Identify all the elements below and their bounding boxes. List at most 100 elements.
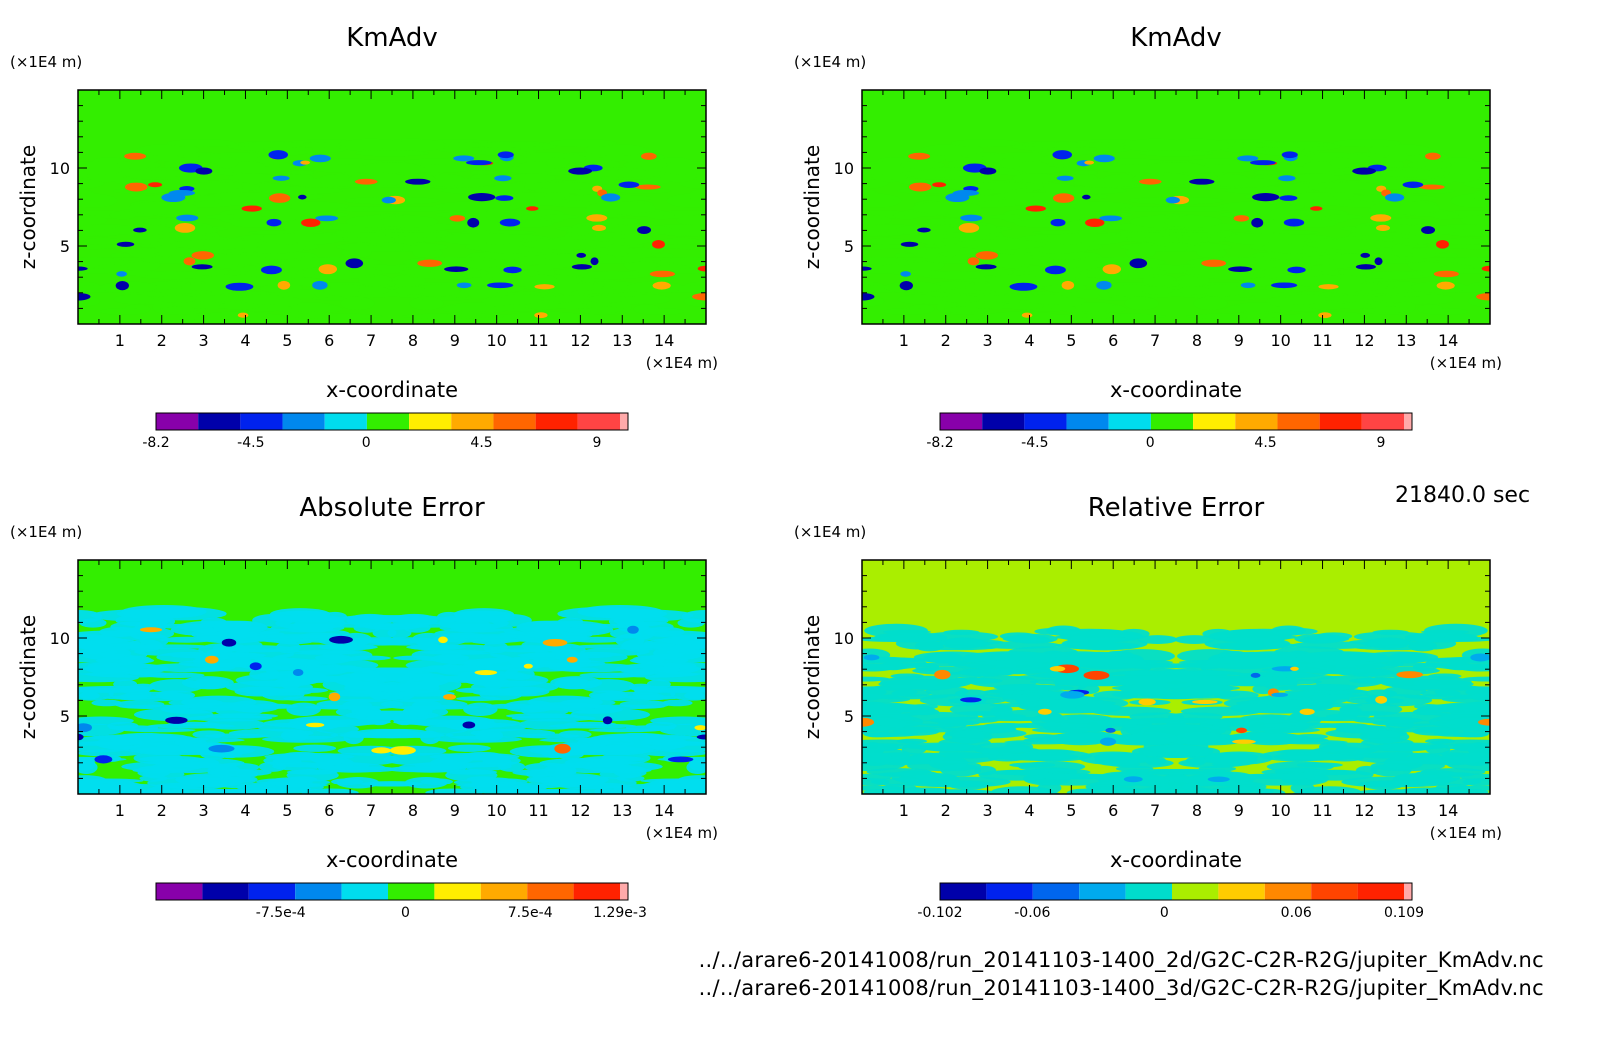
contour-field xyxy=(78,605,706,794)
time-label: 21840.0 sec xyxy=(1395,483,1531,508)
x-tick-label: 4 xyxy=(240,801,250,820)
colorbar-swatch xyxy=(493,413,536,430)
file-path-2d: ../../arare6-20141008/run_20141103-1400_… xyxy=(698,948,1544,972)
x-tick-label: 8 xyxy=(408,801,418,820)
colorbar-swatch xyxy=(282,413,325,430)
y-tick-label: 5 xyxy=(844,707,854,726)
colorbar-swatch xyxy=(527,883,574,900)
x-tick-label: 1 xyxy=(899,801,909,820)
colorbar-tick-label: 0 xyxy=(362,435,371,451)
x-tick-label: 5 xyxy=(1066,801,1076,820)
y-tick-label: 10 xyxy=(834,159,854,178)
colorbar-swatch xyxy=(1235,413,1278,430)
x-tick-label: 4 xyxy=(1024,331,1034,350)
colorbar-tick-label: -0.06 xyxy=(1014,905,1050,921)
colorbar-tick-label: -0.102 xyxy=(917,905,962,921)
x-tick-label: 13 xyxy=(612,801,632,820)
colorbar: -8.2 -4.5 0 4.5 9 xyxy=(926,412,1413,451)
x-tick-label: 6 xyxy=(324,801,334,820)
y-axis-label: z-coordinate xyxy=(800,145,824,269)
x-tick-label: 4 xyxy=(240,331,250,350)
x-tick-label: 11 xyxy=(1312,801,1332,820)
x-axis-label: x-coordinate xyxy=(1110,378,1242,402)
colorbar-swatch xyxy=(620,413,628,430)
chart-title: Absolute Error xyxy=(299,493,485,523)
x-tick-label: 3 xyxy=(199,331,209,350)
colorbar-swatch xyxy=(248,883,296,900)
colorbar-swatch xyxy=(434,883,481,900)
x-tick-label: 14 xyxy=(654,331,674,350)
colorbar-tick-label: 1.29e-3 xyxy=(593,905,647,921)
colorbar-tick-label: -8.2 xyxy=(926,435,953,451)
x-tick-label: 14 xyxy=(1438,331,1458,350)
colorbar-tick-label: 0 xyxy=(401,905,410,921)
colorbar-swatch xyxy=(1404,883,1412,900)
x-tick-label: 6 xyxy=(1108,801,1118,820)
panel-2: KmAdv(×1E4 m)1 2 3 4 5 6 7 8 9 10 11 12 13 14(×1E4 m)… xyxy=(794,23,1502,451)
x-tick-label: 11 xyxy=(1312,331,1332,350)
colorbar-swatch xyxy=(156,413,199,430)
colorbar-tick-label: -8.2 xyxy=(142,435,169,451)
x-axis-label: x-coordinate xyxy=(326,848,458,872)
x-axis-label: x-coordinate xyxy=(1110,848,1242,872)
x-tick-label: 2 xyxy=(157,801,167,820)
colorbar-swatch xyxy=(1311,883,1358,900)
colorbar-swatch xyxy=(1172,883,1219,900)
colorbar-swatch xyxy=(1024,413,1067,430)
contour-field xyxy=(78,138,706,324)
colorbar-swatch xyxy=(577,413,620,430)
x-tick-label: 10 xyxy=(1270,801,1290,820)
x-tick-label: 5 xyxy=(282,801,292,820)
x-tick-label: 13 xyxy=(1396,801,1416,820)
colorbar-swatch xyxy=(341,883,388,900)
colorbar-swatch xyxy=(1193,413,1236,430)
colorbar-tick-label: -4.5 xyxy=(237,435,264,451)
x-tick-label: 9 xyxy=(1234,801,1244,820)
colorbar-swatch xyxy=(240,413,283,430)
colorbar-swatch xyxy=(1357,883,1404,900)
x-tick-label: 12 xyxy=(570,801,590,820)
x-tick-label: 10 xyxy=(1270,331,1290,350)
x-tick-label: 1 xyxy=(115,331,125,350)
colorbar: -7.5e-4 0 7.5e-4 1.29e-3 xyxy=(155,882,647,921)
x-tick-label: 5 xyxy=(282,331,292,350)
colorbar-tick-label: -4.5 xyxy=(1021,435,1048,451)
colorbar-swatch xyxy=(573,883,620,900)
colorbar-swatch xyxy=(535,413,578,430)
x-unit-label: (×1E4 m) xyxy=(1430,354,1502,372)
colorbar-swatch xyxy=(1361,413,1404,430)
x-tick-label: 9 xyxy=(1234,331,1244,350)
x-tick-label: 12 xyxy=(1354,331,1374,350)
x-tick-label: 9 xyxy=(450,331,460,350)
colorbar-swatch xyxy=(366,413,410,430)
colorbar-swatch xyxy=(982,413,1025,430)
panel-1: KmAdv(×1E4 m)1 2 3 4 5 6 7 8 9 10 11 12 13 14(×1E4 m)… xyxy=(10,23,718,451)
y-axis-label: z-coordinate xyxy=(800,615,824,739)
colorbar-swatch xyxy=(1032,883,1080,900)
colorbar-tick-label: 4.5 xyxy=(1254,435,1276,451)
chart-title: KmAdv xyxy=(346,23,438,53)
x-tick-label: 8 xyxy=(1192,331,1202,350)
colorbar-tick-label: 0.06 xyxy=(1281,905,1312,921)
chart-title: Relative Error xyxy=(1088,493,1265,523)
x-tick-label: 12 xyxy=(1354,801,1374,820)
colorbar-tick-label: 7.5e-4 xyxy=(508,905,553,921)
y-unit-label: (×1E4 m) xyxy=(10,523,82,541)
colorbar-tick-label: 0.109 xyxy=(1384,905,1424,921)
x-tick-label: 14 xyxy=(1438,801,1458,820)
x-tick-label: 3 xyxy=(983,331,993,350)
x-tick-label: 8 xyxy=(408,331,418,350)
colorbar-frame xyxy=(939,412,1413,431)
y-tick-label: 10 xyxy=(50,159,70,178)
colorbar: -0.102 -0.06 0 0.06 0.109 xyxy=(917,882,1424,921)
x-tick-label: 11 xyxy=(528,331,548,350)
x-tick-label: 7 xyxy=(366,331,376,350)
chart-title: KmAdv xyxy=(1130,23,1222,53)
y-tick-label: 10 xyxy=(834,629,854,648)
y-tick-label: 5 xyxy=(60,707,70,726)
x-tick-label: 4 xyxy=(1024,801,1034,820)
panel-3: Absolute Error(×1E4 m)1 2 3 4 5 6 7 8 9 10 11 12 13 1… xyxy=(10,493,718,921)
colorbar-swatch xyxy=(1066,413,1109,430)
colorbar-swatch xyxy=(620,883,628,900)
x-tick-label: 2 xyxy=(941,331,951,350)
